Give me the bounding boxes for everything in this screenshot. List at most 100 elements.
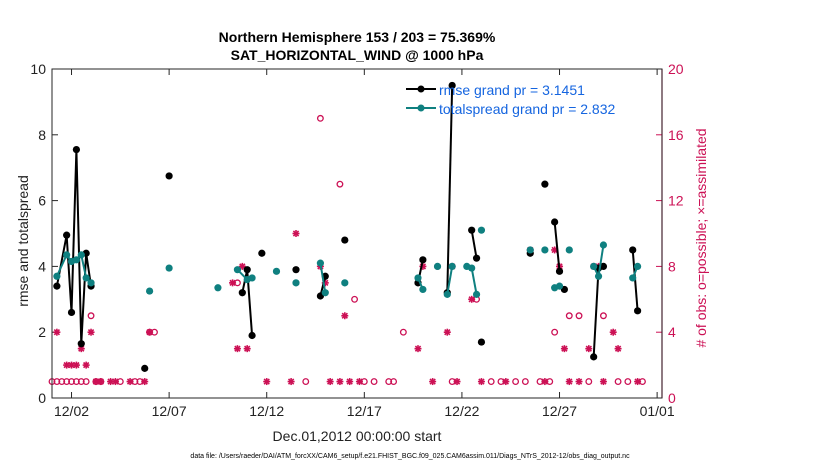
rmse-point xyxy=(419,256,427,264)
totalspread-point xyxy=(87,279,95,287)
obs-assimilated-marker xyxy=(575,378,583,386)
totalspread-point xyxy=(634,262,642,270)
obs-assimilated-marker xyxy=(565,378,573,386)
obs-assimilated-stroke xyxy=(73,361,80,369)
totalspread-point xyxy=(448,262,456,270)
y-right-tick-label: 16 xyxy=(668,127,684,143)
obs-assimilated-stroke xyxy=(356,378,363,385)
obs-assimilated-stroke xyxy=(229,279,236,287)
x-axis-label: Dec.01,2012 00:00:00 start xyxy=(273,428,442,444)
obs-assimilated-marker xyxy=(233,345,241,353)
rmse-point xyxy=(67,308,76,317)
obs-assimilated-stroke xyxy=(107,378,114,385)
obs-possible-marker xyxy=(58,378,66,385)
totalspread-point xyxy=(526,246,534,254)
obs-assimilated-marker xyxy=(287,378,295,386)
totalspread-point xyxy=(82,274,90,282)
obs-assimilated-stroke xyxy=(82,361,90,369)
rmse-point xyxy=(258,249,266,257)
rmse-point xyxy=(243,266,251,274)
obs-assimilated-stroke xyxy=(561,345,568,352)
y-axis-right-label: # of obs: o=possible; ×=assimilated xyxy=(693,128,709,347)
obs-assimilated-stroke xyxy=(244,345,251,352)
obs-possible-marker xyxy=(565,312,573,320)
totalspread-point xyxy=(443,290,451,298)
obs-possible-marker xyxy=(521,378,529,385)
rmse-point xyxy=(77,340,85,348)
x-tick-label: 12/07 xyxy=(152,403,187,419)
y-left-tick-label: 10 xyxy=(30,61,46,77)
obs-possible-marker xyxy=(77,378,85,385)
obs-possible-marker xyxy=(512,378,520,385)
obs-possible-marker xyxy=(399,328,407,336)
obs-assimilated-marker xyxy=(141,378,149,386)
obs-assimilated-marker xyxy=(541,378,549,386)
obs-assimilated-marker xyxy=(346,378,354,386)
totalspread-point xyxy=(419,285,427,294)
rmse-point xyxy=(541,180,549,188)
totalspread-point xyxy=(165,264,173,272)
obs-assimilated-stroke xyxy=(336,378,344,385)
obs-assimilated-stroke xyxy=(263,378,270,385)
totalspread-point xyxy=(214,284,222,292)
totalspread-point xyxy=(233,266,242,274)
rmse-point xyxy=(472,254,481,262)
obs-assimilated-stroke xyxy=(92,378,100,385)
obs-assimilated-stroke xyxy=(234,345,241,352)
obs-layer xyxy=(48,114,646,386)
totalspread-point xyxy=(63,251,71,259)
obs-assimilated-marker xyxy=(443,328,451,336)
legend-spread-label: totalspread grand pr = 2.832 xyxy=(439,101,616,117)
obs-assimilated-marker xyxy=(429,378,437,386)
x-tick-label: 12/27 xyxy=(542,403,577,419)
y-left-tick-label: 8 xyxy=(38,127,46,143)
totalspread-point xyxy=(292,279,300,287)
totalspread-point xyxy=(77,251,85,259)
legend-rmse-marker xyxy=(417,85,425,93)
totalspread-point xyxy=(433,262,442,270)
obs-possible-marker xyxy=(585,378,593,385)
rmse-point xyxy=(292,266,300,274)
totalspread-point xyxy=(590,262,598,270)
obs-assimilated-marker xyxy=(453,378,461,386)
obs-assimilated-marker xyxy=(614,345,622,353)
rmse-point xyxy=(238,289,246,297)
obs-possible-marker xyxy=(370,378,378,385)
legend: rmse grand pr = 3.1451 totalspread grand… xyxy=(406,82,616,117)
obs-assimilated-stroke xyxy=(614,345,622,352)
obs-assimilated-stroke xyxy=(453,378,461,385)
totalspread-point xyxy=(321,289,329,297)
obs-assimilated-marker xyxy=(77,345,85,353)
obs-assimilated-marker xyxy=(326,378,334,386)
rmse-point xyxy=(448,81,456,90)
obs-possible-marker xyxy=(63,378,71,385)
rmse-point xyxy=(599,262,608,270)
obs-assimilated-stroke xyxy=(292,230,300,237)
totalspread-line-segment xyxy=(319,262,327,293)
y-right-tick-label: 20 xyxy=(668,61,684,77)
obs-assimilated-stroke xyxy=(112,378,119,385)
obs-assimilated-stroke xyxy=(126,378,134,385)
x-tick-label: 12/12 xyxy=(249,403,284,419)
obs-assimilated-marker xyxy=(355,378,363,386)
obs-assimilated-stroke xyxy=(141,378,148,385)
obs-assimilated-stroke xyxy=(541,378,549,385)
totalspread-point xyxy=(414,274,422,282)
obs-assimilated-marker xyxy=(609,328,617,336)
totalspread-point xyxy=(594,272,603,280)
obs-assimilated-stroke xyxy=(53,329,61,336)
totalspread-point xyxy=(316,259,324,267)
obs-assimilated-stroke xyxy=(502,378,510,385)
obs-assimilated-stroke xyxy=(429,378,436,385)
rmse-point xyxy=(634,307,642,315)
rmse-point xyxy=(468,226,476,234)
obs-possible-marker xyxy=(82,378,90,385)
obs-assimilated-marker xyxy=(263,378,271,386)
obs-assimilated-stroke xyxy=(287,378,295,385)
rmse-point xyxy=(141,364,149,372)
obs-assimilated-marker xyxy=(336,378,344,386)
obs-assimilated-marker xyxy=(634,378,642,386)
totalspread-point xyxy=(272,267,281,275)
obs-possible-marker xyxy=(68,378,75,385)
